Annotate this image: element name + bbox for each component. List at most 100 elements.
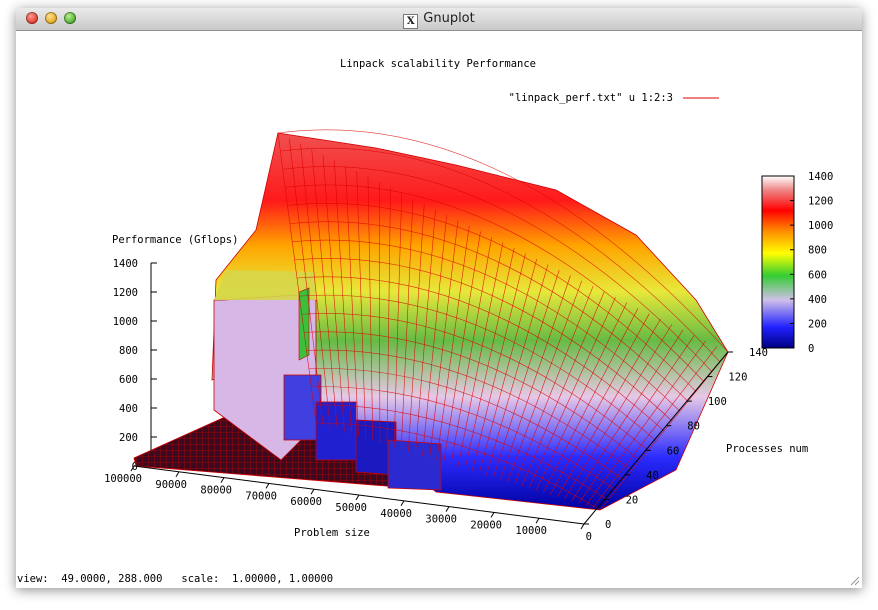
y-tick-label: 100 — [708, 396, 727, 408]
mesh-line — [356, 171, 366, 439]
resize-grip-icon[interactable] — [848, 574, 860, 586]
legend-entry: "linpack_perf.txt" u 1:2:3 — [509, 92, 673, 104]
surface-front-wall-top — [214, 270, 316, 300]
x-tick-label: 0 — [586, 531, 592, 543]
window-title: Gnuplot — [423, 11, 475, 26]
window-title-group: X Gnuplot — [16, 11, 862, 29]
mesh-curve — [308, 368, 625, 481]
mesh-line — [535, 302, 628, 491]
mesh-line — [479, 258, 538, 474]
mesh-line — [386, 187, 391, 445]
status-view-values: 49.0000, 288.000 — [61, 573, 163, 585]
status-view-label: view: — [17, 573, 49, 585]
mesh-line — [493, 269, 560, 478]
mesh-line — [542, 308, 639, 493]
colorbox-tick-label: 800 — [808, 245, 827, 257]
x-tick-label: 90000 — [155, 479, 187, 491]
mesh-line — [436, 226, 470, 461]
mesh-curve — [287, 203, 697, 392]
x-tick-label: 60000 — [290, 496, 322, 508]
status-scale-values: 1.00000, 1.00000 — [231, 573, 334, 585]
surface-mesh — [277, 129, 729, 511]
y-axis-line — [583, 351, 729, 525]
x-tick-label: 30000 — [425, 514, 457, 526]
mesh-line — [550, 313, 650, 495]
colorbox-tick-label: 1200 — [808, 196, 833, 208]
zoom-button[interactable] — [64, 12, 76, 24]
x-tick-label: 80000 — [200, 485, 232, 497]
mesh-curve — [282, 166, 713, 372]
y-tick-label: 120 — [728, 372, 747, 384]
mesh-line — [408, 204, 425, 452]
z-axis-label: Performance (Gflops) — [112, 234, 238, 246]
mesh-line — [578, 335, 695, 504]
mesh-curve — [301, 313, 649, 451]
x11-icon: X — [403, 14, 419, 29]
mesh-line — [415, 209, 436, 454]
colorbox-tick-label: 400 — [808, 294, 827, 306]
z-axis: 0 200 400 600 800 1000 1200 1400 — [113, 258, 157, 473]
mesh-curve — [299, 294, 657, 442]
mesh-curve — [285, 184, 705, 382]
gnuplot-window: X Gnuplot — [16, 8, 862, 588]
x-tick-mark — [445, 506, 450, 512]
mesh-line — [585, 340, 706, 506]
close-button[interactable] — [26, 12, 38, 24]
mesh-line — [300, 143, 331, 428]
chart-title: Linpack scalability Performance — [340, 58, 536, 70]
colorbox-axis: 0 200 400 600 800 1000 1200 1400 — [790, 171, 833, 355]
mesh-line — [367, 176, 374, 441]
x-tick-mark — [220, 477, 225, 483]
x-tick-mark — [490, 512, 495, 518]
z-tick-label: 600 — [119, 374, 138, 386]
colorbox — [761, 175, 795, 349]
green-spike — [298, 287, 310, 361]
y-tick-label: 140 — [749, 347, 768, 359]
mesh-line — [345, 165, 359, 437]
x-tick-mark — [400, 500, 405, 507]
mesh-curve — [292, 239, 681, 412]
y-tick-label: 80 — [687, 421, 700, 433]
x-tick-label: 70000 — [245, 490, 277, 502]
x-tick-mark — [175, 471, 180, 478]
mesh-curve — [311, 386, 617, 491]
x-axis: 100000 90000 80000 70000 60000 50000 40000 3000… — [104, 465, 592, 543]
blue-step-1 — [283, 374, 322, 441]
colorbox-tick-label: 1400 — [808, 171, 833, 183]
y-tick-label: 40 — [646, 470, 659, 482]
z-tick-label: 1400 — [113, 258, 138, 270]
x-tick-mark — [355, 494, 360, 501]
mesh-line — [322, 154, 345, 432]
mesh-curve — [313, 404, 609, 501]
colorbox-tick-label: 0 — [808, 343, 814, 355]
status-scale-label: scale: — [181, 573, 220, 585]
colorbox-tick-label: 200 — [808, 318, 827, 330]
x-tick-label: 10000 — [515, 525, 547, 537]
z-tick-label: 1000 — [113, 316, 138, 328]
plot-canvas[interactable]: Linpack scalability Performance "linpack… — [16, 30, 862, 575]
y-axis-label: Processes num — [726, 443, 808, 455]
x-tick-mark — [265, 483, 270, 489]
mesh-curve — [289, 221, 689, 402]
mesh-curve — [315, 422, 601, 511]
x-tick-label: 40000 — [380, 508, 412, 520]
x-tick-label: 100000 — [104, 473, 142, 485]
mesh-line — [500, 275, 571, 480]
x-tick-label: 50000 — [335, 502, 367, 514]
mesh-line — [333, 160, 352, 434]
colorbox-tick-label: 1000 — [808, 220, 833, 232]
status-bar: view: 49.0000, 288.000 scale: 1.00000, 1… — [17, 573, 333, 585]
y-tick-label: 0 — [605, 519, 611, 531]
mesh-curve — [280, 147, 721, 363]
mesh-line — [514, 286, 594, 485]
mesh-line — [429, 220, 459, 458]
mesh-curve — [304, 331, 641, 461]
mesh-curve — [296, 276, 665, 432]
mesh-line — [557, 318, 661, 498]
mesh-line — [528, 297, 616, 489]
mesh-line — [486, 264, 549, 476]
minimize-button[interactable] — [45, 12, 57, 24]
x-axis-label: Problem size — [294, 527, 370, 539]
z-tick-label: 400 — [119, 403, 138, 415]
